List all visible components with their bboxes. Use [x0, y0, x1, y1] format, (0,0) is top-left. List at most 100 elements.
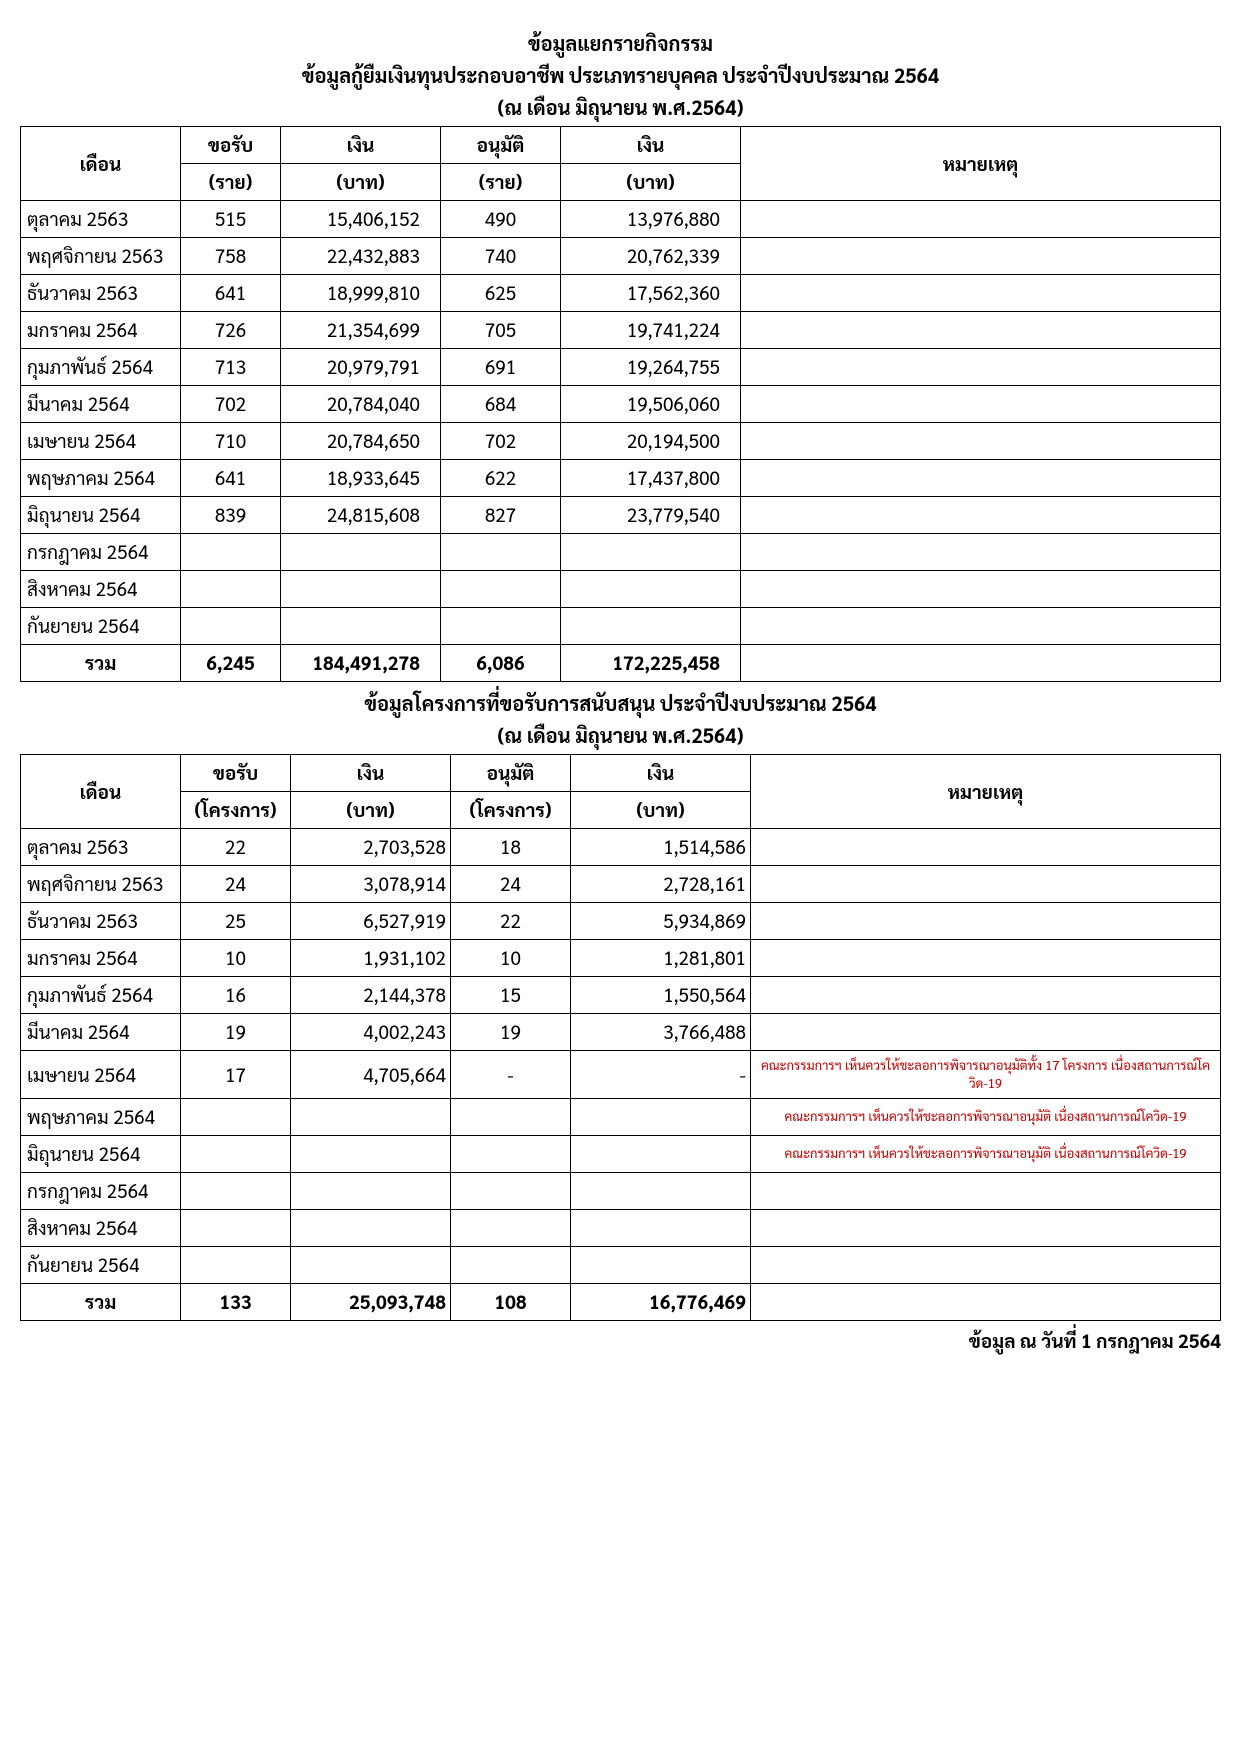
cell-month: กันยายน 2564 [21, 608, 181, 645]
table-row: เมษายน 256471020,784,65070220,194,500 [21, 423, 1221, 460]
cell-req-amount: 4,705,664 [291, 1051, 451, 1099]
cell-req-amount: 18,999,810 [281, 275, 441, 312]
cell-req-amount: 24,815,608 [281, 497, 441, 534]
cell-month: มกราคม 2564 [21, 940, 181, 977]
table-row: มิถุนายน 256483924,815,60882723,779,540 [21, 497, 1221, 534]
cell-appr-amount: 19,741,224 [561, 312, 741, 349]
cell-req-amount [281, 534, 441, 571]
cell-total-req-count: 133 [181, 1284, 291, 1321]
table-row: สิงหาคม 2564 [21, 571, 1221, 608]
cell-appr-count [441, 571, 561, 608]
table-row: มกราคม 2564101,931,102101,281,801 [21, 940, 1221, 977]
cell-month: พฤษภาคม 2564 [21, 1099, 181, 1136]
cell-appr-count: 684 [441, 386, 561, 423]
cell-appr-amount [561, 608, 741, 645]
cell-notes: คณะกรรมการฯ เห็นควรให้ชะลอการพิจารณาอนุม… [751, 1099, 1221, 1136]
cell-appr-count [451, 1173, 571, 1210]
cell-month: มีนาคม 2564 [21, 386, 181, 423]
cell-req-count [181, 608, 281, 645]
table-row: สิงหาคม 2564 [21, 1210, 1221, 1247]
cell-month: เมษายน 2564 [21, 1051, 181, 1099]
th-appr-amount-unit: (บาท) [561, 164, 741, 201]
cell-req-count [181, 1099, 291, 1136]
cell-appr-amount [561, 534, 741, 571]
cell-total-req-amount: 184,491,278 [281, 645, 441, 682]
total-row: รวม6,245184,491,2786,086172,225,458 [21, 645, 1221, 682]
cell-month: สิงหาคม 2564 [21, 571, 181, 608]
th-notes: หมายเหตุ [741, 127, 1221, 201]
cell-req-amount: 20,784,650 [281, 423, 441, 460]
table-row: มิถุนายน 2564คณะกรรมการฯ เห็นควรให้ชะลอก… [21, 1136, 1221, 1173]
table-row: ตุลาคม 256351515,406,15249013,976,880 [21, 201, 1221, 238]
cell-req-amount: 22,432,883 [281, 238, 441, 275]
cell-req-count [181, 1173, 291, 1210]
cell-appr-count: - [451, 1051, 571, 1099]
table-row: ตุลาคม 2563222,703,528181,514,586 [21, 829, 1221, 866]
cell-appr-count [451, 1099, 571, 1136]
cell-appr-count: 24 [451, 866, 571, 903]
table-2: เดือน ขอรับ เงิน อนุมัติ เงิน หมายเหตุ (… [20, 754, 1221, 1321]
cell-req-count: 25 [181, 903, 291, 940]
cell-month: กันยายน 2564 [21, 1247, 181, 1284]
cell-total-notes [741, 645, 1221, 682]
table-row: พฤศจิกายน 2563243,078,914242,728,161 [21, 866, 1221, 903]
th-appr-count: อนุมัติ [441, 127, 561, 164]
cell-appr-count: 18 [451, 829, 571, 866]
cell-req-count: 16 [181, 977, 291, 1014]
section-2-header: ข้อมูลโครงการที่ขอรับการสนับสนุน ประจำปี… [20, 690, 1221, 748]
table-row: กันยายน 2564 [21, 1247, 1221, 1284]
table-row: กุมภาพันธ์ 2564162,144,378151,550,564 [21, 977, 1221, 1014]
title-line-3: (ณ เดือน มิถุนายน พ.ศ.2564) [20, 94, 1221, 120]
cell-req-count [181, 1247, 291, 1284]
cell-appr-count [441, 608, 561, 645]
cell-appr-amount: 20,762,339 [561, 238, 741, 275]
cell-month: พฤศจิกายน 2563 [21, 866, 181, 903]
cell-req-count: 839 [181, 497, 281, 534]
cell-appr-count [451, 1210, 571, 1247]
cell-req-amount: 6,527,919 [291, 903, 451, 940]
cell-appr-count: 10 [451, 940, 571, 977]
th2-month: เดือน [21, 755, 181, 829]
cell-notes [751, 1014, 1221, 1051]
table-row: พฤษภาคม 2564 คณะกรรมการฯ เห็นควรให้ชะลอกา… [21, 1099, 1221, 1136]
th2-req-count: ขอรับ [181, 755, 291, 792]
cell-month: กรกฎาคม 2564 [21, 1173, 181, 1210]
cell-req-amount [291, 1136, 451, 1173]
th2-appr-count: อนุมัติ [451, 755, 571, 792]
cell-req-count [181, 1136, 291, 1173]
table-1-body: ตุลาคม 256351515,406,15249013,976,880พฤศ… [21, 201, 1221, 682]
cell-notes [751, 940, 1221, 977]
cell-month: สิงหาคม 2564 [21, 1210, 181, 1247]
cell-req-count: 641 [181, 460, 281, 497]
cell-appr-amount [571, 1099, 751, 1136]
cell-req-amount: 2,144,378 [291, 977, 451, 1014]
th-req-amount: เงิน [281, 127, 441, 164]
cell-total-appr-amount: 172,225,458 [561, 645, 741, 682]
cell-notes [741, 608, 1221, 645]
cell-appr-amount: - [571, 1051, 751, 1099]
cell-appr-count: 490 [441, 201, 561, 238]
table-row: ธันวาคม 2563256,527,919225,934,869 [21, 903, 1221, 940]
cell-appr-count: 691 [441, 349, 561, 386]
th-req-amount-unit: (บาท) [281, 164, 441, 201]
title-line-1: ข้อมูลแยกรายกิจกรรม [20, 30, 1221, 56]
cell-notes: คณะกรรมการฯ เห็นควรให้ชะลอการพิจารณาอนุม… [751, 1136, 1221, 1173]
cell-appr-amount [571, 1210, 751, 1247]
cell-req-amount: 15,406,152 [281, 201, 441, 238]
cell-req-amount: 20,979,791 [281, 349, 441, 386]
cell-total-appr-count: 108 [451, 1284, 571, 1321]
cell-appr-count [451, 1136, 571, 1173]
cell-notes: คณะกรรมการฯ เห็นควรให้ชะลอการพิจารณาอนุม… [751, 1051, 1221, 1099]
cell-notes [741, 349, 1221, 386]
th2-appr-count-unit: (โครงการ) [451, 792, 571, 829]
cell-appr-count: 19 [451, 1014, 571, 1051]
cell-notes [741, 571, 1221, 608]
cell-notes [751, 1247, 1221, 1284]
cell-req-amount: 4,002,243 [291, 1014, 451, 1051]
cell-appr-count: 702 [441, 423, 561, 460]
cell-notes [741, 238, 1221, 275]
cell-appr-count: 15 [451, 977, 571, 1014]
cell-notes [741, 275, 1221, 312]
cell-req-amount: 20,784,040 [281, 386, 441, 423]
cell-req-amount [291, 1210, 451, 1247]
